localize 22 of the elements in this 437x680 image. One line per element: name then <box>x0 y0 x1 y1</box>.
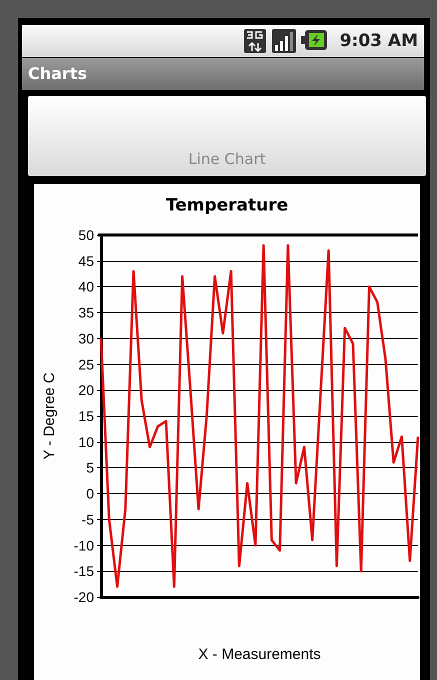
y-tick-label: 45 <box>78 252 94 269</box>
text: 9:03 AM <box>340 31 418 51</box>
y-tick-label: 25 <box>78 356 94 372</box>
y-tick-label: 50 <box>78 227 94 243</box>
y-tick-label: 20 <box>78 382 94 398</box>
y-tick-label: -5 <box>82 511 94 528</box>
y-tick-label: 10 <box>78 434 94 450</box>
text: Line Chart <box>187 150 267 168</box>
line-series <box>100 244 420 588</box>
y-tick-label: -20 <box>74 589 94 605</box>
y-tick-label: 5 <box>86 460 94 476</box>
y-tick-label: 15 <box>78 408 94 424</box>
y-tick-label: 0 <box>86 486 94 502</box>
y-tick-label: -10 <box>74 537 94 554</box>
y-tick-label: -15 <box>74 563 94 580</box>
chart-title: Temperature <box>166 196 288 216</box>
y-tick-label: 30 <box>78 330 94 346</box>
y-axis-title: Y - Degree C <box>41 372 58 460</box>
y-tick-label: 35 <box>78 304 94 321</box>
x-axis-title: X - Measurements <box>198 646 321 663</box>
text: Charts <box>28 64 87 83</box>
y-tick-label: 40 <box>78 278 94 295</box>
